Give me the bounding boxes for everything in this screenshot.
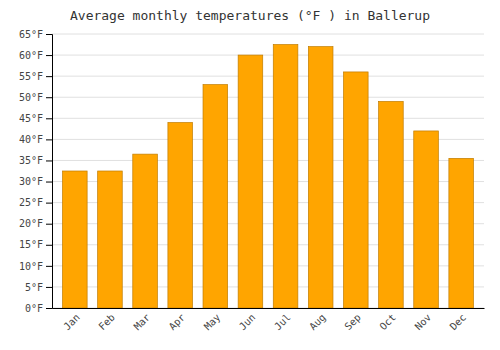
tick: Sep [342, 312, 363, 333]
tick: 10°F [19, 261, 52, 272]
tick-mark [46, 55, 52, 56]
tick: 25°F [19, 197, 52, 208]
bar [344, 72, 369, 308]
bar [63, 171, 88, 308]
tick-label: Mar [132, 312, 153, 333]
tick-label: 40°F [19, 134, 43, 145]
tick: 0°F [25, 303, 52, 314]
tick-label: 0°F [25, 303, 43, 314]
tick-mark [46, 97, 52, 98]
tick-label: Aug [307, 312, 328, 333]
bar [308, 47, 333, 308]
tick: 30°F [19, 176, 52, 187]
tick: 40°F [19, 134, 52, 145]
tick-label: Sep [342, 312, 363, 333]
tick: Dec [448, 312, 469, 333]
tick-mark [46, 118, 52, 119]
tick-label: Jan [61, 312, 82, 333]
tick-label: Apr [167, 312, 188, 333]
tick: Aug [307, 312, 328, 333]
tick-label: 55°F [19, 71, 43, 82]
tick-label: Jul [272, 312, 293, 333]
tick: 20°F [19, 218, 52, 229]
tick: Oct [377, 312, 398, 333]
chart: Average monthly temperatures (°F ) in Ba… [0, 0, 500, 350]
y-axis: 0°F 5°F 10°F 15°F 20°F 25°F 30°F 35°F 40°F 45°F 50… [19, 29, 53, 314]
tick-label: Dec [448, 312, 469, 333]
tick-label: 15°F [19, 239, 43, 250]
bar [203, 85, 228, 308]
tick: Feb [96, 312, 117, 333]
bar [379, 101, 404, 308]
tick-label: 60°F [19, 50, 43, 61]
tick-mark [46, 76, 52, 77]
tick: Jun [237, 312, 258, 333]
tick-mark [46, 308, 52, 309]
tick-mark [46, 34, 52, 35]
tick-label: 25°F [19, 197, 43, 208]
bar [238, 55, 263, 308]
bar [414, 131, 439, 308]
bar [273, 45, 298, 308]
bar [133, 154, 158, 308]
tick-mark [46, 287, 52, 288]
tick: 15°F [19, 239, 52, 250]
tick: 35°F [19, 155, 52, 166]
tick-mark [46, 182, 52, 183]
bar [168, 123, 193, 308]
tick: 55°F [19, 71, 52, 82]
tick-label: 35°F [19, 155, 43, 166]
grid-line [52, 97, 484, 98]
tick-label: 50°F [19, 92, 43, 103]
grid-line [52, 55, 484, 56]
tick-label: 65°F [19, 29, 43, 40]
tick: Mar [132, 312, 153, 333]
title: Average monthly temperatures (°F ) in Ba… [70, 8, 430, 23]
tick: Nov [413, 312, 434, 333]
grid-line [52, 76, 484, 77]
tick-label: 5°F [25, 282, 43, 293]
tick-label: 10°F [19, 261, 43, 272]
tick-mark [46, 224, 52, 225]
axis-line [53, 308, 485, 309]
tick-mark [46, 245, 52, 246]
tick: 50°F [19, 92, 52, 103]
grid [52, 34, 484, 308]
tick-label: Nov [413, 312, 434, 333]
tick: May [202, 312, 223, 333]
tick: 45°F [19, 113, 52, 124]
tick-mark [46, 160, 52, 161]
grid-line [52, 118, 484, 119]
plot: 0°F 5°F 10°F 15°F 20°F 25°F 30°F 35°F 40°F 45°F 50… [19, 29, 485, 332]
tick: 60°F [19, 50, 52, 61]
tick-label: 45°F [19, 113, 43, 124]
tick-label: 20°F [19, 218, 43, 229]
tick-label: May [202, 312, 223, 333]
tick-label: Oct [377, 312, 398, 333]
tick-mark [46, 139, 52, 140]
tick-mark [46, 266, 52, 267]
x-axis: Jan Feb Mar Apr May Jun Jul Aug Sep Oct Nov Dec [53, 309, 485, 333]
tick: 5°F [25, 282, 52, 293]
bar [98, 171, 123, 308]
tick-label: Feb [96, 312, 117, 333]
tick-label: 30°F [19, 176, 43, 187]
tick-mark [46, 203, 52, 204]
tick: Apr [167, 312, 188, 333]
grid-line [52, 34, 484, 35]
tick: Jul [272, 312, 293, 333]
bar [449, 158, 474, 308]
tick: Jan [61, 312, 82, 333]
tick: 65°F [19, 29, 52, 40]
tick-label: Jun [237, 312, 258, 333]
bars [63, 45, 474, 308]
axis-line [46, 35, 53, 309]
